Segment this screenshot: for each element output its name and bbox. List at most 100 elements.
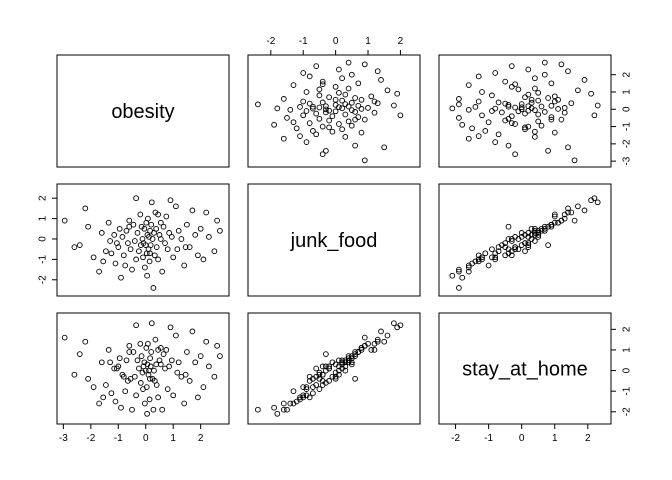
point-junk_food-stay_at_home	[287, 400, 294, 407]
point-obesity-junk_food	[134, 230, 141, 236]
point-obesity-junk_food	[144, 272, 150, 279]
point-junk_food-obesity	[255, 101, 261, 108]
point-obesity-junk_food	[192, 232, 199, 238]
point-junk_food-stay_at_home	[319, 378, 326, 384]
point-stay_at_home-obesity	[532, 134, 538, 140]
point-stay_at_home-junk_food	[459, 274, 466, 281]
point-stay_at_home-obesity	[532, 75, 538, 82]
point-stay_at_home-obesity	[502, 100, 509, 107]
tick-label-stay_at_home: 0	[519, 433, 525, 444]
point-junk_food-obesity	[313, 131, 320, 138]
tick-label-stay_at_home: -1	[484, 433, 493, 444]
point-stay_at_home-junk_food	[558, 217, 565, 224]
point-obesity-junk_food	[61, 217, 68, 224]
point-stay_at_home-junk_food	[581, 207, 588, 214]
point-obesity-stay_at_home	[118, 404, 124, 411]
point-stay_at_home-junk_food	[518, 234, 525, 240]
point-obesity-junk_food	[170, 254, 177, 261]
point-stay_at_home-obesity	[545, 147, 551, 154]
point-junk_food-stay_at_home	[332, 373, 339, 380]
point-junk_food-obesity	[336, 121, 342, 127]
point-obesity-stay_at_home	[138, 353, 145, 359]
point-junk_food-stay_at_home	[371, 347, 378, 353]
point-obesity-stay_at_home	[85, 375, 91, 382]
point-obesity-junk_food	[118, 274, 124, 281]
point-stay_at_home-obesity	[492, 105, 499, 112]
point-obesity-stay_at_home	[131, 373, 138, 380]
tick-label-junk_food: 0	[38, 236, 49, 242]
point-junk_food-obesity	[374, 68, 381, 75]
point-obesity-stay_at_home	[164, 386, 171, 392]
point-obesity-stay_at_home	[206, 363, 212, 370]
point-junk_food-stay_at_home	[290, 400, 297, 407]
point-obesity-stay_at_home	[143, 384, 150, 390]
point-stay_at_home-obesity	[594, 102, 601, 109]
panel-stay_at_home-vs-junk_food	[247, 312, 421, 425]
point-junk_food-obesity	[313, 110, 320, 117]
point-obesity-stay_at_home	[71, 371, 78, 378]
point-obesity-junk_food	[175, 227, 182, 234]
point-obesity-junk_food	[147, 250, 153, 257]
point-junk_food-stay_at_home	[329, 359, 336, 366]
point-junk_food-stay_at_home	[316, 386, 323, 392]
point-stay_at_home-junk_food	[522, 240, 528, 246]
point-stay_at_home-obesity	[475, 98, 482, 105]
point-junk_food-stay_at_home	[284, 406, 290, 413]
point-stay_at_home-obesity	[535, 97, 542, 104]
point-obesity-stay_at_home	[126, 349, 133, 355]
point-stay_at_home-junk_food	[591, 195, 598, 202]
tick-label-obesity: 2	[622, 71, 633, 77]
point-obesity-stay_at_home	[157, 361, 164, 368]
point-junk_food-obesity	[391, 102, 397, 109]
point-junk_food-obesity	[306, 120, 313, 126]
point-stay_at_home-obesity	[528, 99, 535, 106]
tick-label-junk_food: 0	[333, 36, 339, 47]
point-stay_at_home-junk_food	[465, 264, 472, 271]
point-obesity-stay_at_home	[90, 384, 97, 390]
point-stay_at_home-junk_food	[551, 213, 558, 220]
point-junk_food-obesity	[323, 147, 329, 154]
point-obesity-junk_food	[197, 225, 204, 232]
point-obesity-junk_food	[163, 213, 170, 220]
point-junk_food-stay_at_home	[368, 347, 375, 353]
point-stay_at_home-obesity	[528, 96, 535, 103]
tick-label-stay_at_home: -2	[451, 433, 460, 444]
point-stay_at_home-obesity	[588, 90, 594, 97]
point-obesity-stay_at_home	[116, 355, 123, 362]
point-junk_food-stay_at_home	[316, 369, 323, 376]
point-junk_food-obesity	[361, 157, 368, 164]
point-junk_food-stay_at_home	[345, 359, 352, 366]
point-junk_food-obesity	[316, 104, 323, 111]
point-junk_food-stay_at_home	[332, 375, 339, 382]
tick-label-stay_at_home: -1	[622, 386, 633, 395]
point-junk_food-obesity	[368, 93, 375, 100]
tick-label-obesity: 0	[622, 106, 633, 112]
point-junk_food-obesity	[394, 90, 401, 97]
point-junk_food-obesity	[306, 73, 313, 80]
point-stay_at_home-obesity	[479, 89, 485, 95]
point-junk_food-stay_at_home	[306, 394, 313, 401]
point-stay_at_home-obesity	[535, 89, 542, 96]
point-obesity-junk_food	[148, 221, 155, 228]
point-stay_at_home-obesity	[492, 139, 499, 145]
point-obesity-stay_at_home	[120, 373, 127, 380]
point-stay_at_home-junk_food	[545, 242, 551, 248]
point-obesity-junk_food	[173, 203, 179, 210]
point-obesity-stay_at_home	[114, 365, 120, 372]
point-obesity-stay_at_home	[147, 363, 154, 370]
point-stay_at_home-obesity	[515, 86, 522, 93]
tick-label-junk_food: -2	[266, 36, 275, 47]
tick-label-junk_food: 2	[38, 195, 49, 201]
point-stay_at_home-obesity	[475, 73, 482, 80]
point-junk_food-obesity	[342, 134, 349, 140]
point-obesity-stay_at_home	[108, 390, 115, 397]
point-stay_at_home-junk_food	[525, 230, 532, 236]
point-obesity-junk_food	[100, 258, 107, 265]
point-junk_food-obesity	[348, 71, 355, 78]
point-junk_food-obesity	[319, 99, 326, 106]
point-obesity-stay_at_home	[168, 357, 175, 364]
point-junk_food-obesity	[316, 115, 323, 122]
point-junk_food-obesity	[319, 123, 326, 130]
point-junk_food-obesity	[336, 89, 342, 96]
tick-label-junk_food: -1	[299, 36, 308, 47]
